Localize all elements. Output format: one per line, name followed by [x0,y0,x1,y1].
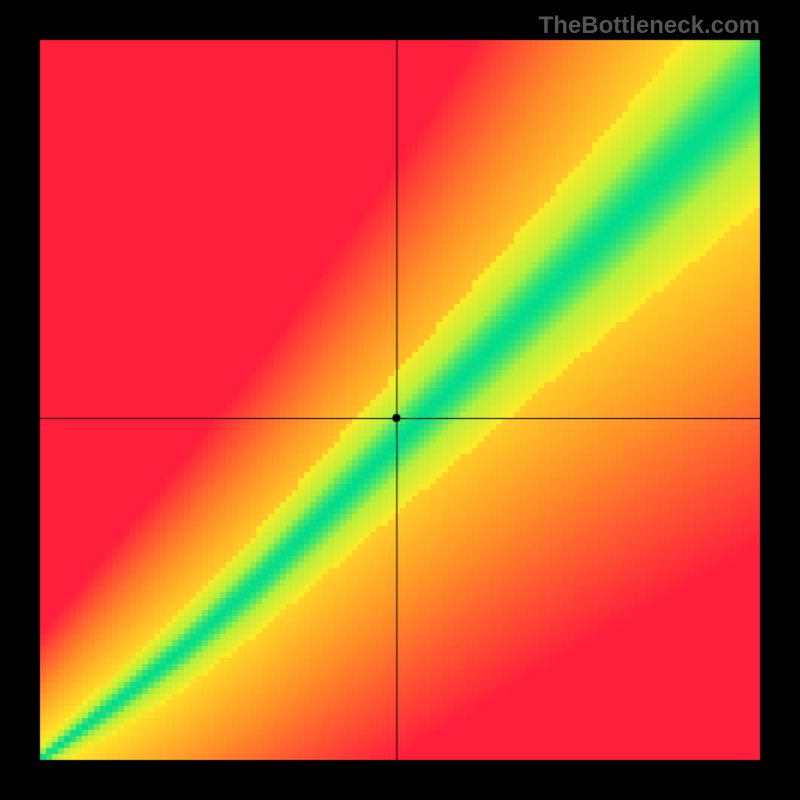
chart-container: TheBottleneck.com [0,0,800,800]
watermark-text: TheBottleneck.com [539,12,760,40]
bottleneck-heatmap [0,0,800,800]
